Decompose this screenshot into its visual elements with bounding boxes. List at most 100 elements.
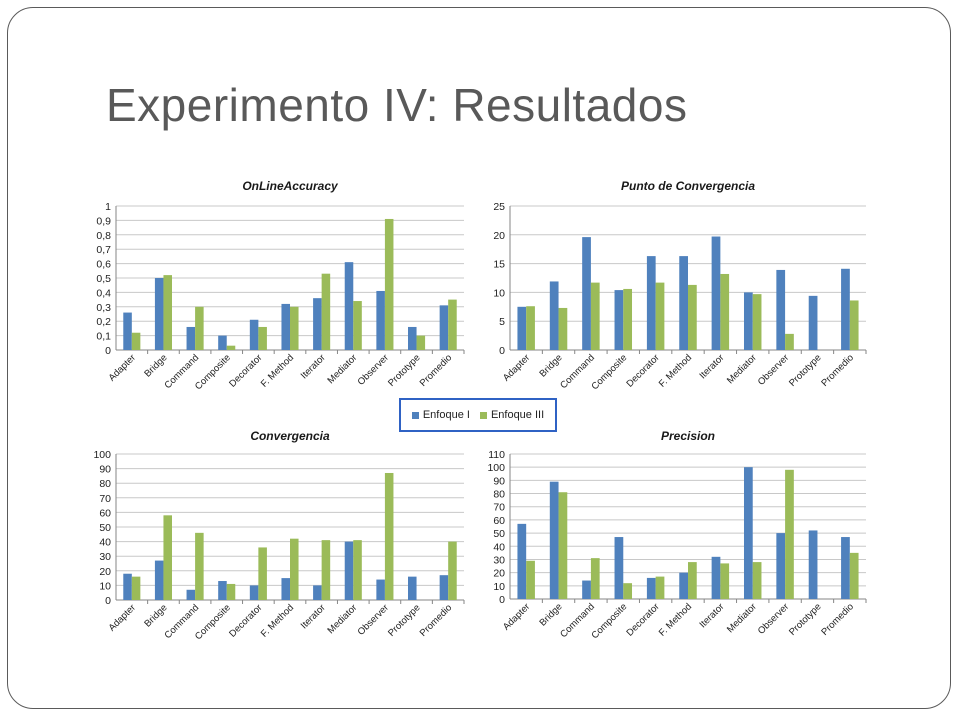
y-tick-label: 40 (99, 537, 111, 549)
bar-enfoque-i-iterator (313, 298, 322, 350)
bar-enfoque-iii-iterator (720, 273, 730, 350)
bar-enfoque-iii-decorator (258, 326, 267, 350)
x-tick-label: Bridge (537, 601, 564, 628)
bar-enfoque-i-mediator (743, 467, 753, 599)
bar-enfoque-i-prototype (808, 530, 818, 599)
y-tick-label: 10 (99, 580, 111, 592)
y-tick-label: 20 (493, 230, 505, 242)
chart-convergencia: Convergencia 0 10 20 30 40 50 60 70 80 90 100 Adapte… (80, 410, 474, 654)
bar-enfoque-i-decorator (249, 319, 259, 350)
chart-precision: Precision 0 10 20 30 40 50 60 70 80 90 100 110 Adapte… (474, 410, 880, 654)
bar-enfoque-i-observer (376, 579, 385, 600)
y-tick-label: 10 (493, 581, 505, 593)
bar-enfoque-i-observer (776, 533, 786, 599)
y-tick-label: 0,5 (96, 273, 111, 285)
x-tick-label: Adapter (107, 352, 138, 383)
x-tick-label: Composite (589, 352, 629, 392)
bar-enfoque-iii-iterator (321, 540, 331, 600)
bar-enfoque-i-adapter (123, 312, 132, 350)
bar-enfoque-iii-decorator (655, 576, 665, 599)
bar-enfoque-i-command (186, 589, 196, 600)
x-tick-label: Iterator (697, 352, 726, 381)
legend-label-enfoque-iii: Enfoque III (490, 409, 545, 421)
y-tick-label: 5 (499, 316, 505, 328)
bar-enfoque-i-mediator (743, 292, 753, 350)
bar-enfoque-i-promedio (841, 537, 850, 599)
bar-enfoque-i-f-method (679, 256, 688, 350)
y-tick-label: 110 (488, 449, 505, 461)
bar-enfoque-i-composite (614, 537, 624, 599)
bar-enfoque-i-composite (218, 335, 227, 350)
bar-enfoque-iii-mediator (752, 562, 762, 599)
bar-enfoque-i-bridge (154, 278, 164, 350)
y-tick-label: 0,9 (96, 215, 111, 227)
bar-enfoque-iii-observer (384, 472, 394, 600)
chart-svg-onlineaccuracy: OnLineAccuracy 0 0,1 0,2 0,3 0,4 0,5 0,6 0,7 0,8 0… (96, 179, 465, 392)
bar-enfoque-iii-bridge (558, 492, 568, 599)
bar-enfoque-i-f-method (281, 303, 290, 350)
bar-enfoque-iii-composite (623, 288, 633, 350)
bar-enfoque-i-prototype (808, 295, 818, 350)
y-tick-label: 50 (493, 528, 505, 540)
x-tick-label: Observer (756, 352, 791, 387)
x-tick-label: Prototype (386, 602, 423, 639)
x-tick-label: Adapter (107, 602, 138, 633)
bar-enfoque-i-mediator (344, 541, 354, 600)
bar-enfoque-iii-adapter (131, 576, 141, 600)
y-tick-label: 30 (99, 551, 111, 563)
y-tick-label: 90 (493, 475, 505, 487)
bar-enfoque-i-bridge (549, 481, 559, 599)
x-tick-label: Observer (356, 602, 391, 637)
bar-enfoque-iii-command (590, 282, 600, 350)
x-tick-label: Decorator (227, 352, 264, 389)
y-tick-label: 90 (99, 464, 111, 476)
bar-enfoque-i-promedio (439, 575, 449, 600)
x-tick-label: F. Method (259, 352, 296, 389)
bar-enfoque-iii-promedio (448, 299, 457, 350)
x-tick-label: Bridge (537, 352, 564, 379)
x-tick-label: Prototype (386, 352, 423, 389)
bar-enfoque-iii-iterator (720, 563, 730, 599)
y-tick-label: 0 (105, 595, 111, 607)
y-tick-label: 0,3 (96, 302, 111, 314)
x-tick-label: Decorator (227, 602, 264, 639)
y-tick-label: 0,6 (96, 259, 111, 271)
y-tick-label: 0,8 (96, 230, 111, 242)
chart-title: Convergencia (250, 429, 330, 443)
y-tick-label: 0,1 (96, 331, 111, 343)
bar-enfoque-iii-mediator (353, 540, 362, 600)
x-tick-label: Iterator (299, 602, 328, 631)
bar-enfoque-i-composite (218, 581, 227, 600)
x-tick-label: Bridge (142, 602, 169, 629)
x-tick-label: Mediator (725, 352, 759, 386)
bar-enfoque-i-bridge (549, 281, 559, 350)
bar-enfoque-iii-composite (226, 583, 236, 600)
bar-enfoque-i-bridge (154, 560, 164, 600)
y-tick-label: 40 (493, 541, 505, 553)
bar-enfoque-iii-composite (623, 583, 633, 599)
bar-enfoque-iii-decorator (258, 547, 267, 600)
chart-svg-convergencia: Convergencia 0 10 20 30 40 50 60 70 80 90 100 Adapte… (93, 429, 465, 642)
bar-enfoque-iii-promedio (849, 552, 859, 599)
legend-swatch-enfoque-i (411, 411, 419, 419)
y-tick-label: 20 (493, 568, 505, 580)
y-tick-label: 70 (493, 502, 505, 514)
bar-enfoque-iii-f-method (290, 538, 299, 600)
bar-enfoque-iii-f-method (688, 562, 697, 599)
y-tick-label: 20 (99, 566, 111, 578)
x-tick-label: Promedio (418, 602, 455, 639)
bar-enfoque-i-iterator (711, 236, 721, 350)
x-tick-label: F. Method (657, 352, 694, 389)
bar-enfoque-iii-bridge (558, 307, 568, 350)
bar-enfoque-i-adapter (517, 306, 527, 350)
y-tick-label: 30 (493, 554, 505, 566)
bar-enfoque-i-adapter (517, 523, 527, 599)
bar-enfoque-i-prototype (408, 326, 417, 350)
bar-enfoque-iii-f-method (688, 284, 697, 350)
bar-enfoque-iii-command (590, 558, 600, 599)
bar-enfoque-iii-bridge (163, 275, 172, 350)
y-tick-label: 60 (99, 507, 111, 519)
bar-enfoque-i-observer (776, 269, 786, 350)
x-tick-label: Observer (756, 601, 791, 636)
